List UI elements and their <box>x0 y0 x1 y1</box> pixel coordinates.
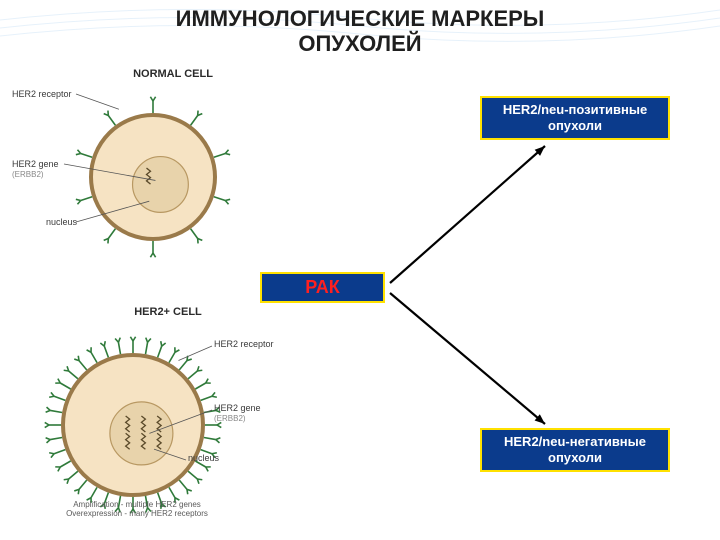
her2pos-cell-title: HER2+ CELL <box>58 306 278 318</box>
title-line1: ИММУНОЛОГИЧЕСКИЕ МАРКЕРЫ <box>176 6 545 31</box>
her2pos-caption: Amplification - multiple HER2 genes Over… <box>22 500 252 518</box>
her2pos-gene-label: HER2 gene (ERBB2) <box>214 404 261 424</box>
normal-cell-title: NORMAL CELL <box>88 68 258 80</box>
normal-cell-svg <box>28 82 258 262</box>
title-line2: ОПУХОЛЕЙ <box>298 31 421 56</box>
branch-negative-label: HER2/neu-негативные опухоли <box>504 434 646 465</box>
normal-cell-block: NORMAL CELL HER2 receptor HER2 gene (ERB… <box>28 68 258 262</box>
center-box-rak: РАК <box>260 272 385 303</box>
branch-negative-box: HER2/neu-негативные опухоли <box>480 428 670 472</box>
her2pos-nucleus-label: nucleus <box>188 454 219 464</box>
normal-nucleus-label: nucleus <box>46 218 77 228</box>
center-box-label: РАК <box>305 277 339 298</box>
page-title: ИММУНОЛОГИЧЕСКИЕ МАРКЕРЫ ОПУХОЛЕЙ <box>0 6 720 57</box>
her2pos-receptor-label: HER2 receptor <box>214 340 274 350</box>
her2pos-cell-block: HER2+ CELL HER2 receptor HER2 gene (ERBB… <box>28 306 278 520</box>
normal-her2-gene-label: HER2 gene (ERBB2) <box>12 160 59 180</box>
branch-positive-box: HER2/neu-позитивные опухоли <box>480 96 670 140</box>
branch-positive-label: HER2/neu-позитивные опухоли <box>503 102 647 133</box>
normal-her2-receptor-label: HER2 receptor <box>12 90 72 100</box>
